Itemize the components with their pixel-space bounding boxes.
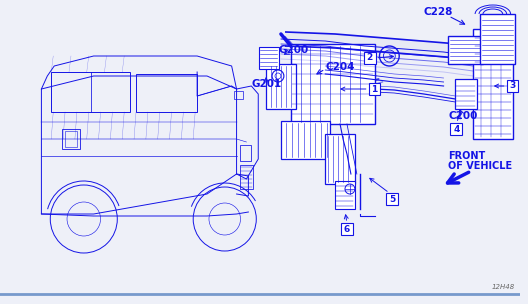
Bar [325,134,355,184]
Bar [473,29,513,139]
Text: 6: 6 [344,224,350,233]
Bar [341,223,353,235]
Text: FRONT: FRONT [448,151,486,161]
Bar [507,80,518,92]
Text: 3: 3 [510,81,516,91]
Bar [62,129,80,149]
Text: 12H48: 12H48 [491,284,514,290]
Bar [136,74,197,112]
Bar [386,193,398,205]
Bar [335,181,355,209]
Bar [369,83,381,95]
Bar [51,72,130,112]
Bar [450,123,463,135]
Text: C204: C204 [325,62,355,72]
Bar [291,44,374,124]
Bar [240,165,253,189]
Text: G201: G201 [251,79,281,89]
Bar [259,47,279,69]
Bar [455,79,477,109]
Bar [364,52,375,64]
Bar [65,131,77,147]
Text: C228: C228 [424,7,453,17]
Bar [480,14,514,64]
Polygon shape [286,32,483,60]
Bar [266,64,296,109]
Text: 5: 5 [389,195,395,203]
Text: OF VEHICLE: OF VEHICLE [448,161,513,171]
Text: 1: 1 [371,85,378,94]
Text: 2: 2 [366,54,373,63]
Text: C200: C200 [448,111,478,121]
Text: G200: G200 [279,45,309,55]
Bar [240,145,251,161]
Bar [233,91,243,99]
Bar [448,36,483,64]
Text: 4: 4 [453,125,459,133]
Bar [281,121,330,159]
